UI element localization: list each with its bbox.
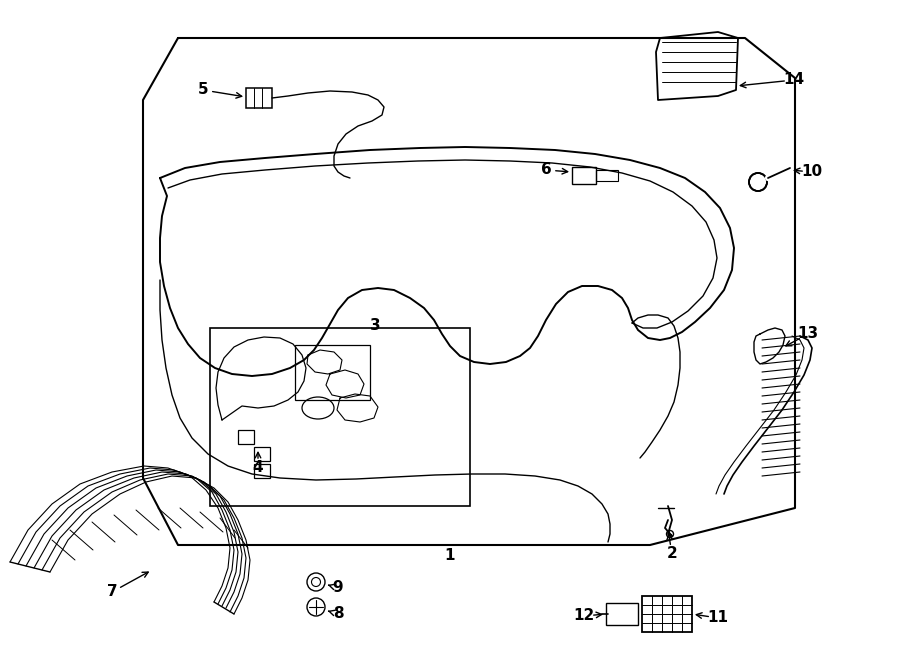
Text: 2: 2 — [667, 547, 678, 561]
Bar — [254, 447, 270, 461]
Text: 14: 14 — [783, 73, 805, 87]
Bar — [246, 88, 272, 108]
Text: 7: 7 — [107, 584, 117, 600]
Text: 5: 5 — [198, 83, 208, 98]
Text: 13: 13 — [797, 327, 819, 342]
Bar — [295, 345, 370, 400]
Text: 12: 12 — [573, 609, 595, 623]
Bar — [572, 167, 596, 184]
Bar — [642, 596, 692, 632]
Text: 6: 6 — [541, 163, 552, 178]
Bar — [238, 430, 254, 444]
Bar — [606, 603, 638, 625]
Text: 4: 4 — [253, 461, 264, 475]
Bar — [254, 464, 270, 478]
Bar — [210, 328, 470, 506]
Text: 3: 3 — [370, 317, 381, 332]
Text: 1: 1 — [445, 549, 455, 563]
Text: 9: 9 — [333, 580, 343, 596]
Text: 11: 11 — [707, 611, 728, 625]
Text: 10: 10 — [801, 165, 823, 180]
Text: 8: 8 — [333, 607, 343, 621]
Bar — [596, 170, 618, 181]
